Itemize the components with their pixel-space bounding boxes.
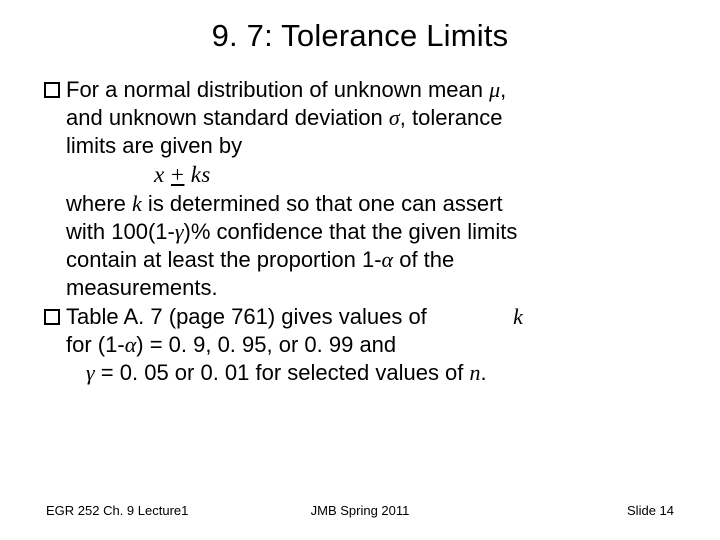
square-bullet-icon [44,82,60,98]
k-var-1: k [132,191,142,216]
b2-l1-a: Table A. 7 (page 761) gives values of [66,304,427,329]
b1-text-b: , [500,77,506,102]
where-line3: contain at least the proportion 1-α of t… [66,246,676,274]
b2-l2-a: for (1- [66,332,125,357]
gamma-1: γ [175,219,184,244]
gamma-2: γ [86,360,95,385]
w1-a: where [66,191,132,216]
w3-b: of the [393,247,454,272]
where-line4: measurements. [66,274,676,302]
b2-line3: γ = 0. 05 or 0. 01 for selected values o… [86,359,676,387]
footer-center: JMB Spring 2011 [311,503,410,518]
mu-symbol: μ [489,77,500,102]
b2-l3-b: . [481,360,487,385]
bullet-2-text: Table A. 7 (page 761) gives values of k [66,303,676,331]
alpha-1: α [382,247,394,272]
b1-l2-a: and unknown standard deviation [66,105,389,130]
bullet-1-text: For a normal distribution of unknown mea… [66,76,676,104]
formula-line: x + ks [154,160,676,189]
bullet-2: Table A. 7 (page 761) gives values of k [44,303,676,331]
slide-title: 9. 7: Tolerance Limits [44,18,676,54]
b1-line2: and unknown standard deviation σ, tolera… [66,104,676,132]
w2-b: )% confidence that the given limits [184,219,518,244]
alpha-2: α [125,332,137,357]
b2-line2: for (1-α) = 0. 9, 0. 95, or 0. 99 and [66,331,676,359]
where-line2: with 100(1-γ)% confidence that the given… [66,218,676,246]
sigma-symbol: σ [389,105,400,130]
k-var-2: k [433,303,523,331]
slide-footer: EGR 252 Ch. 9 Lecture1 JMB Spring 2011 S… [0,503,720,518]
b2-l2-b: ) = 0. 9, 0. 95, or 0. 99 and [136,332,396,357]
b2-l3-a: = 0. 05 or 0. 01 for selected values of [95,360,470,385]
slide-container: 9. 7: Tolerance Limits For a normal dist… [0,0,720,540]
w1-b: is determined so that one can assert [142,191,503,216]
square-bullet-icon [44,309,60,325]
w3-a: contain at least the proportion 1- [66,247,382,272]
formula-text: x + ks [154,162,211,187]
b1-text-a: For a normal distribution of unknown mea… [66,77,489,102]
where-line1: where k is determined so that one can as… [66,190,676,218]
w2-a: with 100(1- [66,219,175,244]
n-var: n [470,360,481,385]
bullet-1: For a normal distribution of unknown mea… [44,76,676,104]
footer-right: Slide 14 [627,503,674,518]
slide-body: For a normal distribution of unknown mea… [44,76,676,387]
b1-line3: limits are given by [66,132,676,160]
b1-l2-b: , tolerance [400,105,503,130]
footer-left: EGR 252 Ch. 9 Lecture1 [46,503,188,518]
